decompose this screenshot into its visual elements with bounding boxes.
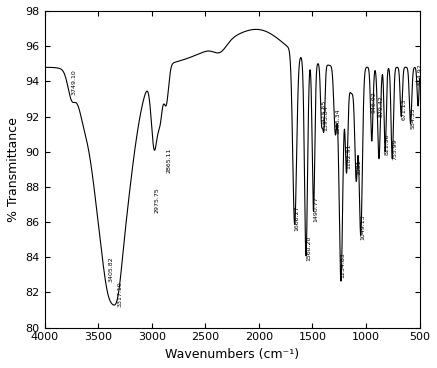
Text: 1666.27: 1666.27 — [295, 205, 300, 231]
Text: 3405.82: 3405.82 — [108, 256, 113, 282]
Text: 821.56: 821.56 — [385, 134, 390, 155]
Text: 1286.34: 1286.34 — [335, 109, 340, 134]
Text: 755.99: 755.99 — [392, 139, 397, 160]
Text: 1490.77: 1490.77 — [313, 196, 319, 222]
Text: 1393.84: 1393.84 — [324, 105, 329, 131]
Text: 2865.11: 2865.11 — [166, 148, 171, 173]
Text: 879.42: 879.42 — [379, 95, 384, 117]
Text: 1182.91: 1182.91 — [347, 144, 351, 169]
Text: 1415.55: 1415.55 — [322, 100, 326, 125]
Text: 671.13: 671.13 — [401, 98, 406, 120]
Text: 1049.13: 1049.13 — [361, 214, 366, 240]
Text: 3317.10: 3317.10 — [118, 281, 123, 307]
Text: 2975.75: 2975.75 — [154, 188, 160, 213]
Text: 1091: 1091 — [356, 159, 361, 174]
Text: 424.28: 424.28 — [0, 367, 1, 368]
Text: 1560.20: 1560.20 — [306, 236, 311, 261]
X-axis label: Wavenumbers (cm⁻¹): Wavenumbers (cm⁻¹) — [165, 348, 299, 361]
Text: 3749.10: 3749.10 — [72, 70, 76, 95]
Y-axis label: % Transmittance: % Transmittance — [7, 117, 20, 222]
Text: 1234.83: 1234.83 — [341, 252, 346, 278]
Text: 584.35: 584.35 — [410, 107, 416, 129]
Text: 946.92: 946.92 — [372, 91, 377, 113]
Text: 514.92: 514.92 — [418, 63, 423, 85]
